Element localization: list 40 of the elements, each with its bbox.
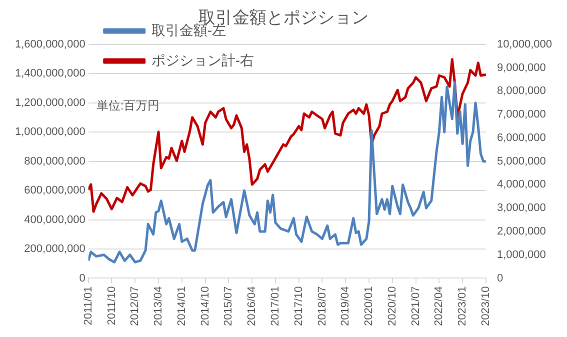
x-tick-label: 2021/07 xyxy=(410,286,422,326)
y2-tick-label: 2,000,000 xyxy=(496,226,546,238)
x-tick-label: 2023/01 xyxy=(456,286,469,326)
y-tick-label: 1,600,000,000 xyxy=(14,38,86,50)
y-tick-label: 1,400,000,000 xyxy=(14,68,86,80)
x-tick-label: 2020/10 xyxy=(386,286,398,326)
x-tick-label: 2020/01 xyxy=(363,286,376,326)
x-tick-label: 2016/04 xyxy=(246,286,258,326)
x-tick-label: 2018/07 xyxy=(316,286,328,326)
x-tick-label: 2019/04 xyxy=(340,286,352,326)
x-tick-label: 2015/07 xyxy=(222,286,235,326)
y2-tick-label: 1,000,000 xyxy=(496,248,546,261)
x-tick-label: 2011/01 xyxy=(82,286,94,326)
y2-tick-label: 4,000,000 xyxy=(496,178,546,191)
x-tick-label: 2014/01 xyxy=(176,286,188,326)
y2-tick-label: 7,000,000 xyxy=(496,108,546,121)
y-tick-label: 600,000,000 xyxy=(24,184,86,197)
y2-tick-label: 3,000,000 xyxy=(496,202,546,214)
x-tick-label: 2011/10 xyxy=(106,286,118,326)
y2-tick-label: 5,000,000 xyxy=(496,155,546,168)
y2-tick-label: 10,000,000 xyxy=(496,38,552,50)
y-tick-label: 400,000,000 xyxy=(24,214,86,226)
x-tick-label: 2022/04 xyxy=(433,286,446,326)
y-tick-label: 800,000,000 xyxy=(24,155,86,168)
x-tick-label: 2017/01 xyxy=(269,286,282,326)
legend-label: ポジション計-右 xyxy=(151,52,254,68)
y2-tick-label: 6,000,000 xyxy=(496,132,546,144)
x-tick-label: 2013/04 xyxy=(152,286,165,326)
y-tick-label: 200,000,000 xyxy=(24,243,86,256)
x-tick-label: 2012/07 xyxy=(129,286,142,326)
annotation: 単位:百万円 xyxy=(96,98,160,113)
x-tick-label: 2017/10 xyxy=(292,286,305,326)
x-tick-label: 2014/10 xyxy=(199,286,212,326)
y-tick-label: 1,000,000,000 xyxy=(14,126,86,138)
y2-tick-label: 9,000,000 xyxy=(496,62,546,74)
y2-tick-label: 8,000,000 xyxy=(496,85,546,98)
x-tick-label: 2023/10 xyxy=(480,286,492,326)
y-tick-label: 0 xyxy=(79,272,86,284)
y-tick-label: 1,200,000,000 xyxy=(14,96,86,109)
y2-tick-label: 0 xyxy=(496,272,504,284)
